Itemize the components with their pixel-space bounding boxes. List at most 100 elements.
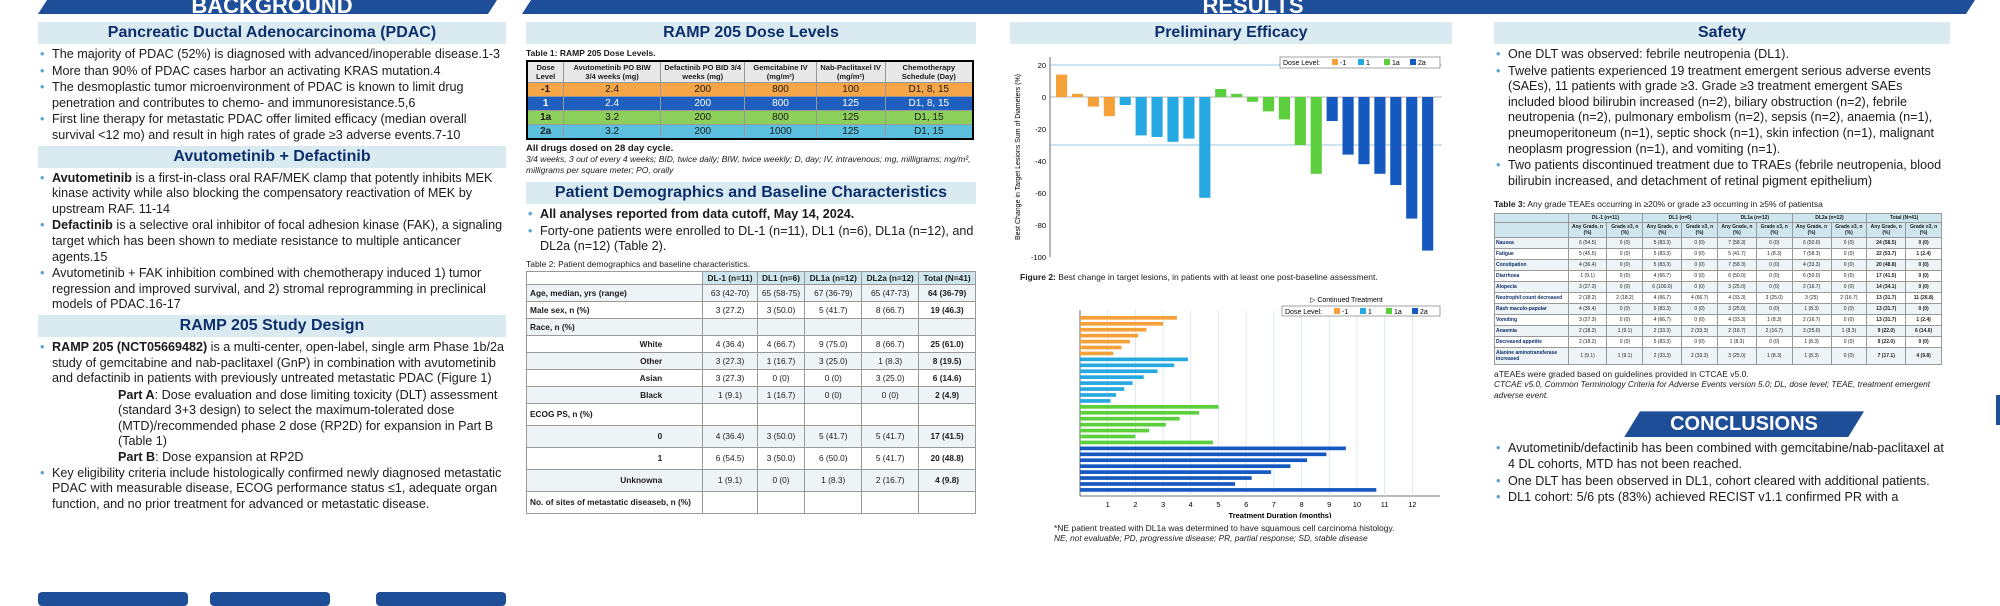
- table2-cell: 5 (41.7): [861, 446, 920, 470]
- table3-cell: 6 (100.0): [1642, 281, 1683, 294]
- table2-header-cell: [526, 270, 704, 285]
- swimmer-bar: [1080, 333, 1139, 338]
- x-tick-label: 9: [1327, 500, 1331, 509]
- x-tick-label: 1: [1106, 500, 1110, 509]
- table3-cell: 13 (31.7): [1866, 303, 1907, 316]
- table2-cell: [756, 490, 806, 514]
- table1-cell: D1, 15: [884, 124, 974, 140]
- table2-cell: 1 (16.7): [756, 385, 806, 404]
- swimmer-bar: [1080, 393, 1116, 397]
- table2-header-cell: DL1a (n=12): [804, 270, 863, 285]
- eligibility-list: Key eligibility criteria include histolo…: [38, 466, 506, 513]
- swimmer-legend: ▷ Continued Treatment: [1310, 297, 1383, 304]
- bold-term: Avutometinib: [52, 170, 132, 185]
- table2-cell: 9 (75.0): [804, 334, 863, 353]
- table3-row: Rash maculo-papular 4 (36.4) 0 (0) 5 (83.3)…: [1494, 303, 1942, 316]
- swimmer-bar: [1080, 399, 1111, 403]
- table2-cell: [861, 402, 920, 426]
- waterfall-bar: [1056, 74, 1068, 97]
- table1-cell: 200: [659, 82, 746, 97]
- table2-cell: 3 (27.2): [702, 300, 758, 319]
- table3-cell: 7 (58.3): [1791, 248, 1832, 261]
- table3-cell: 2 (18.2): [1606, 292, 1644, 305]
- scroll-indicator: [1996, 395, 2000, 425]
- legend-swatch: [1358, 59, 1364, 65]
- swimmer-abbrev-note: NE, not evaluable; PD, progressive disea…: [1054, 533, 1368, 543]
- waterfall-bar: [1406, 97, 1418, 219]
- x-tick-label: 12: [1408, 500, 1416, 509]
- table3-group-row: DL-1 (n=11) DL1 (n=6) DL1a (n=12) DL2a (n=1…: [1494, 213, 1942, 224]
- bold-term: RAMP 205 (NCT05669482): [52, 339, 208, 354]
- x-tick-label: 3: [1161, 500, 1165, 509]
- table3-cell: 0 (0): [1681, 259, 1718, 272]
- dose-levels-heading: RAMP 205 Dose Levels: [526, 22, 976, 44]
- table3-row: Alopecia 3 (27.3) 0 (0) 6 (100.0) 0 (0) 3 (25…: [1494, 281, 1942, 294]
- waterfall-bar: [1151, 97, 1163, 137]
- bullet-text: is a multi-center, open-label, single ar…: [52, 339, 504, 386]
- table3-cell: 0 (0): [1606, 259, 1644, 272]
- legend-label: 1a: [1392, 60, 1400, 67]
- table3-cell: 3 (25.0): [1791, 325, 1832, 338]
- part-b-text: Part B: Dose expansion at RP2D: [38, 450, 506, 466]
- table2-cell: 8 (19.5): [918, 351, 976, 370]
- table3-cell: 0 (0): [1681, 336, 1718, 349]
- legend-label: -1: [1340, 60, 1346, 67]
- table2-cell: 3 (27.3): [702, 368, 758, 387]
- teae-table: DL-1 (n=11) DL1 (n=6) DL1a (n=12) DL2a (n=1…: [1494, 213, 1942, 366]
- table2-cell: ECOG PS, n (%): [526, 402, 704, 426]
- swimmer-bar: [1080, 381, 1133, 385]
- safety-bullet: One DLT was observed: febrile neutropeni…: [1496, 47, 1950, 63]
- y-tick-label: -20: [1035, 125, 1046, 134]
- table2-cell: 0 (0): [756, 368, 806, 387]
- table3-row: Alanine aminotransferase increased 1 (9.1…: [1494, 347, 1942, 366]
- table2-cell: 63 (42-70): [702, 283, 758, 302]
- table3-cell: 0 (0): [1755, 270, 1793, 283]
- table2-cell: 20 (48.8): [918, 446, 976, 470]
- table3-cell: Alopecia: [1494, 281, 1569, 294]
- table3-cell: 4 (36.4): [1567, 303, 1608, 316]
- table1-cell: D1, 8, 15: [884, 82, 974, 97]
- bold-term: Part B: [118, 450, 156, 465]
- waterfall-bar: [1135, 97, 1147, 136]
- table1-cell: 200: [659, 110, 746, 125]
- table3-cell: 3 (27.3): [1567, 314, 1608, 327]
- figure-box: [210, 592, 330, 606]
- part-b-desc: : Dose expansion at RP2D: [155, 450, 304, 465]
- table3-sub-cell: Grade ≥3, n (%): [1755, 222, 1793, 239]
- table3-cell: 5 (83.3): [1642, 336, 1683, 349]
- swimmer-bar: [1080, 488, 1377, 492]
- combination-bullet: Avutometinib + FAK inhibition combined w…: [40, 266, 506, 313]
- table3-cell: 0 (0): [1681, 281, 1718, 294]
- table3-cell: 0 (0): [1905, 281, 1942, 294]
- table3-cell: 2 (16.7): [1791, 281, 1832, 294]
- table3-cell: 4 (33.3): [1791, 259, 1832, 272]
- table2-row: Asian 3 (27.3) 0 (0) 0 (0) 3 (25.0) 6 (14.6): [526, 368, 976, 387]
- legend-label: 1a: [1394, 309, 1402, 316]
- table3-body: Nausea 6 (54.5) 0 (0) 5 (83.3) 0 (0) 7 (58.3)…: [1494, 237, 1942, 366]
- table1-cell: 1: [526, 96, 565, 111]
- table1-row: 2a 3.2 200 1000 125 D1, 15: [526, 124, 974, 140]
- table2-cell: 2 (16.7): [861, 468, 920, 492]
- table3-group-cell: DL2a (n=12): [1791, 213, 1868, 224]
- table3-cell: 2 (16.7): [1830, 292, 1868, 305]
- table2-caption: Table 2: Patient demographics and baseli…: [526, 258, 750, 269]
- swimmer-bar: [1080, 446, 1346, 451]
- table2-cell: 1 (8.3): [861, 351, 920, 370]
- table3-cell: 13 (31.7): [1866, 292, 1907, 305]
- bold-term: Defactinib: [52, 218, 113, 233]
- study-bullet: RAMP 205 (NCT05669482) is a multi-center…: [40, 339, 506, 387]
- table3-cell: Neutrophil count decreased: [1494, 292, 1569, 305]
- table1-caption-text: Table 1: RAMP 205 Dose Levels.: [526, 48, 656, 58]
- table3-cell: 2 (33.3): [1681, 325, 1718, 338]
- swimmer-note: *NE patient treated with DL1a was determ…: [1054, 523, 1395, 533]
- table2-cell: 5 (41.7): [804, 424, 863, 448]
- table1-row: -1 2.4 200 800 100 D1, 8, 15: [526, 82, 974, 97]
- study-design-list: RAMP 205 (NCT05669482) is a multi-center…: [38, 340, 506, 387]
- table1-cell: 3.2: [563, 124, 661, 140]
- table3-cell: 1 (9.1): [1567, 347, 1608, 366]
- table2-cell: 0: [526, 424, 704, 448]
- waterfall-bar: [1167, 97, 1179, 142]
- table3-cell: 4 (66.7): [1642, 314, 1683, 327]
- table2-cell: 4 (36.4): [702, 424, 758, 448]
- table2-cell: 1 (9.1): [702, 385, 758, 404]
